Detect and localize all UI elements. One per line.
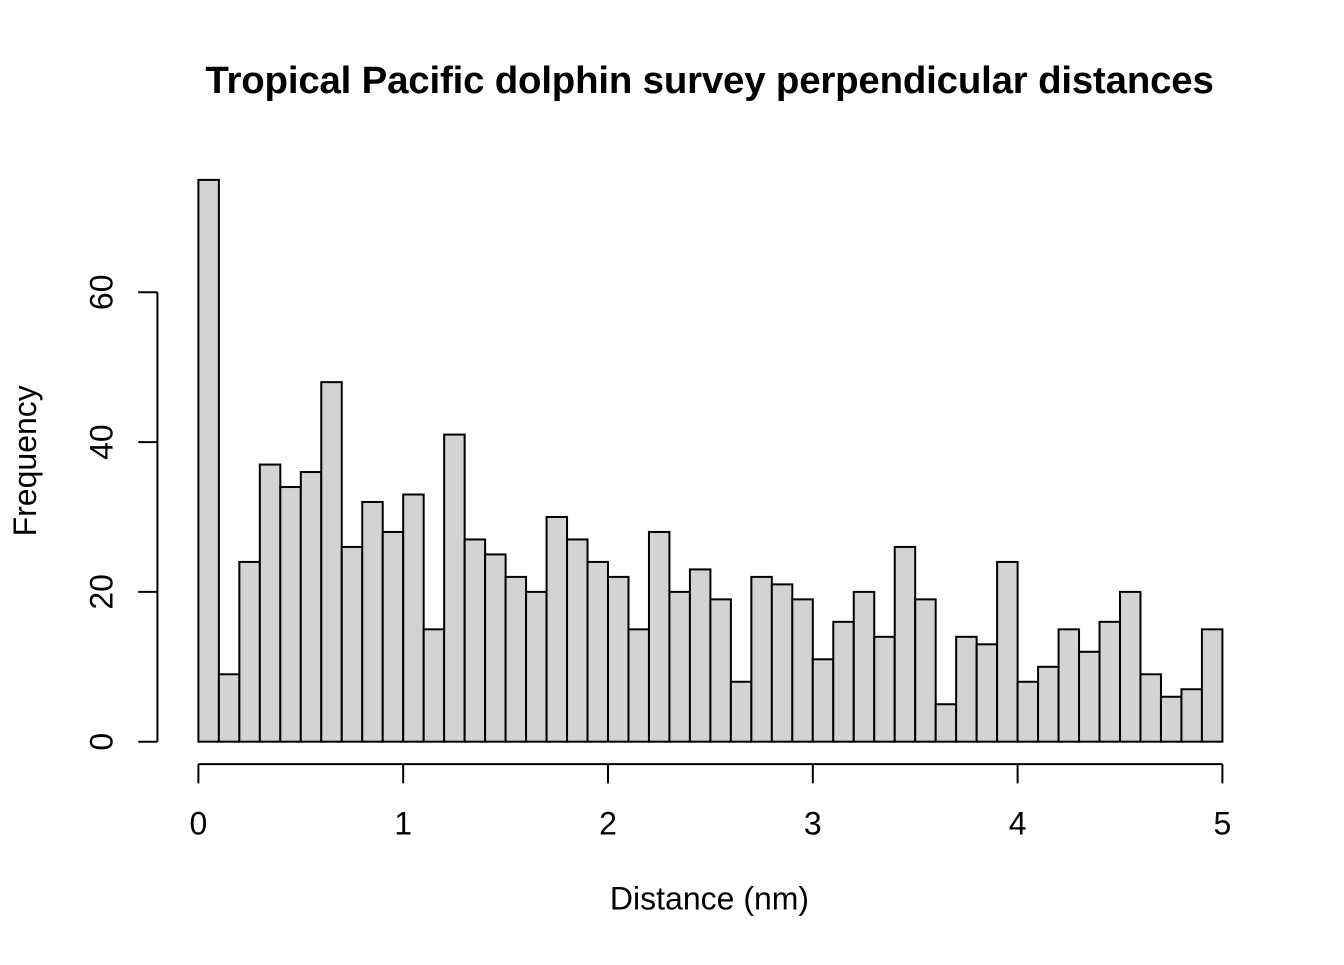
svg-text:Frequency: Frequency (7, 385, 43, 536)
svg-text:Tropical Pacific dolphin surve: Tropical Pacific dolphin survey perpendi… (205, 59, 1213, 102)
svg-text:5: 5 (1214, 805, 1232, 841)
svg-text:0: 0 (190, 805, 208, 841)
svg-text:40: 40 (84, 424, 120, 460)
svg-text:2: 2 (599, 805, 617, 841)
svg-text:0: 0 (84, 733, 120, 751)
svg-text:20: 20 (84, 574, 120, 610)
svg-text:60: 60 (84, 274, 120, 310)
svg-text:1: 1 (394, 805, 412, 841)
svg-text:3: 3 (804, 805, 822, 841)
svg-text:Distance (nm): Distance (nm) (610, 880, 809, 916)
svg-text:4: 4 (1009, 805, 1027, 841)
